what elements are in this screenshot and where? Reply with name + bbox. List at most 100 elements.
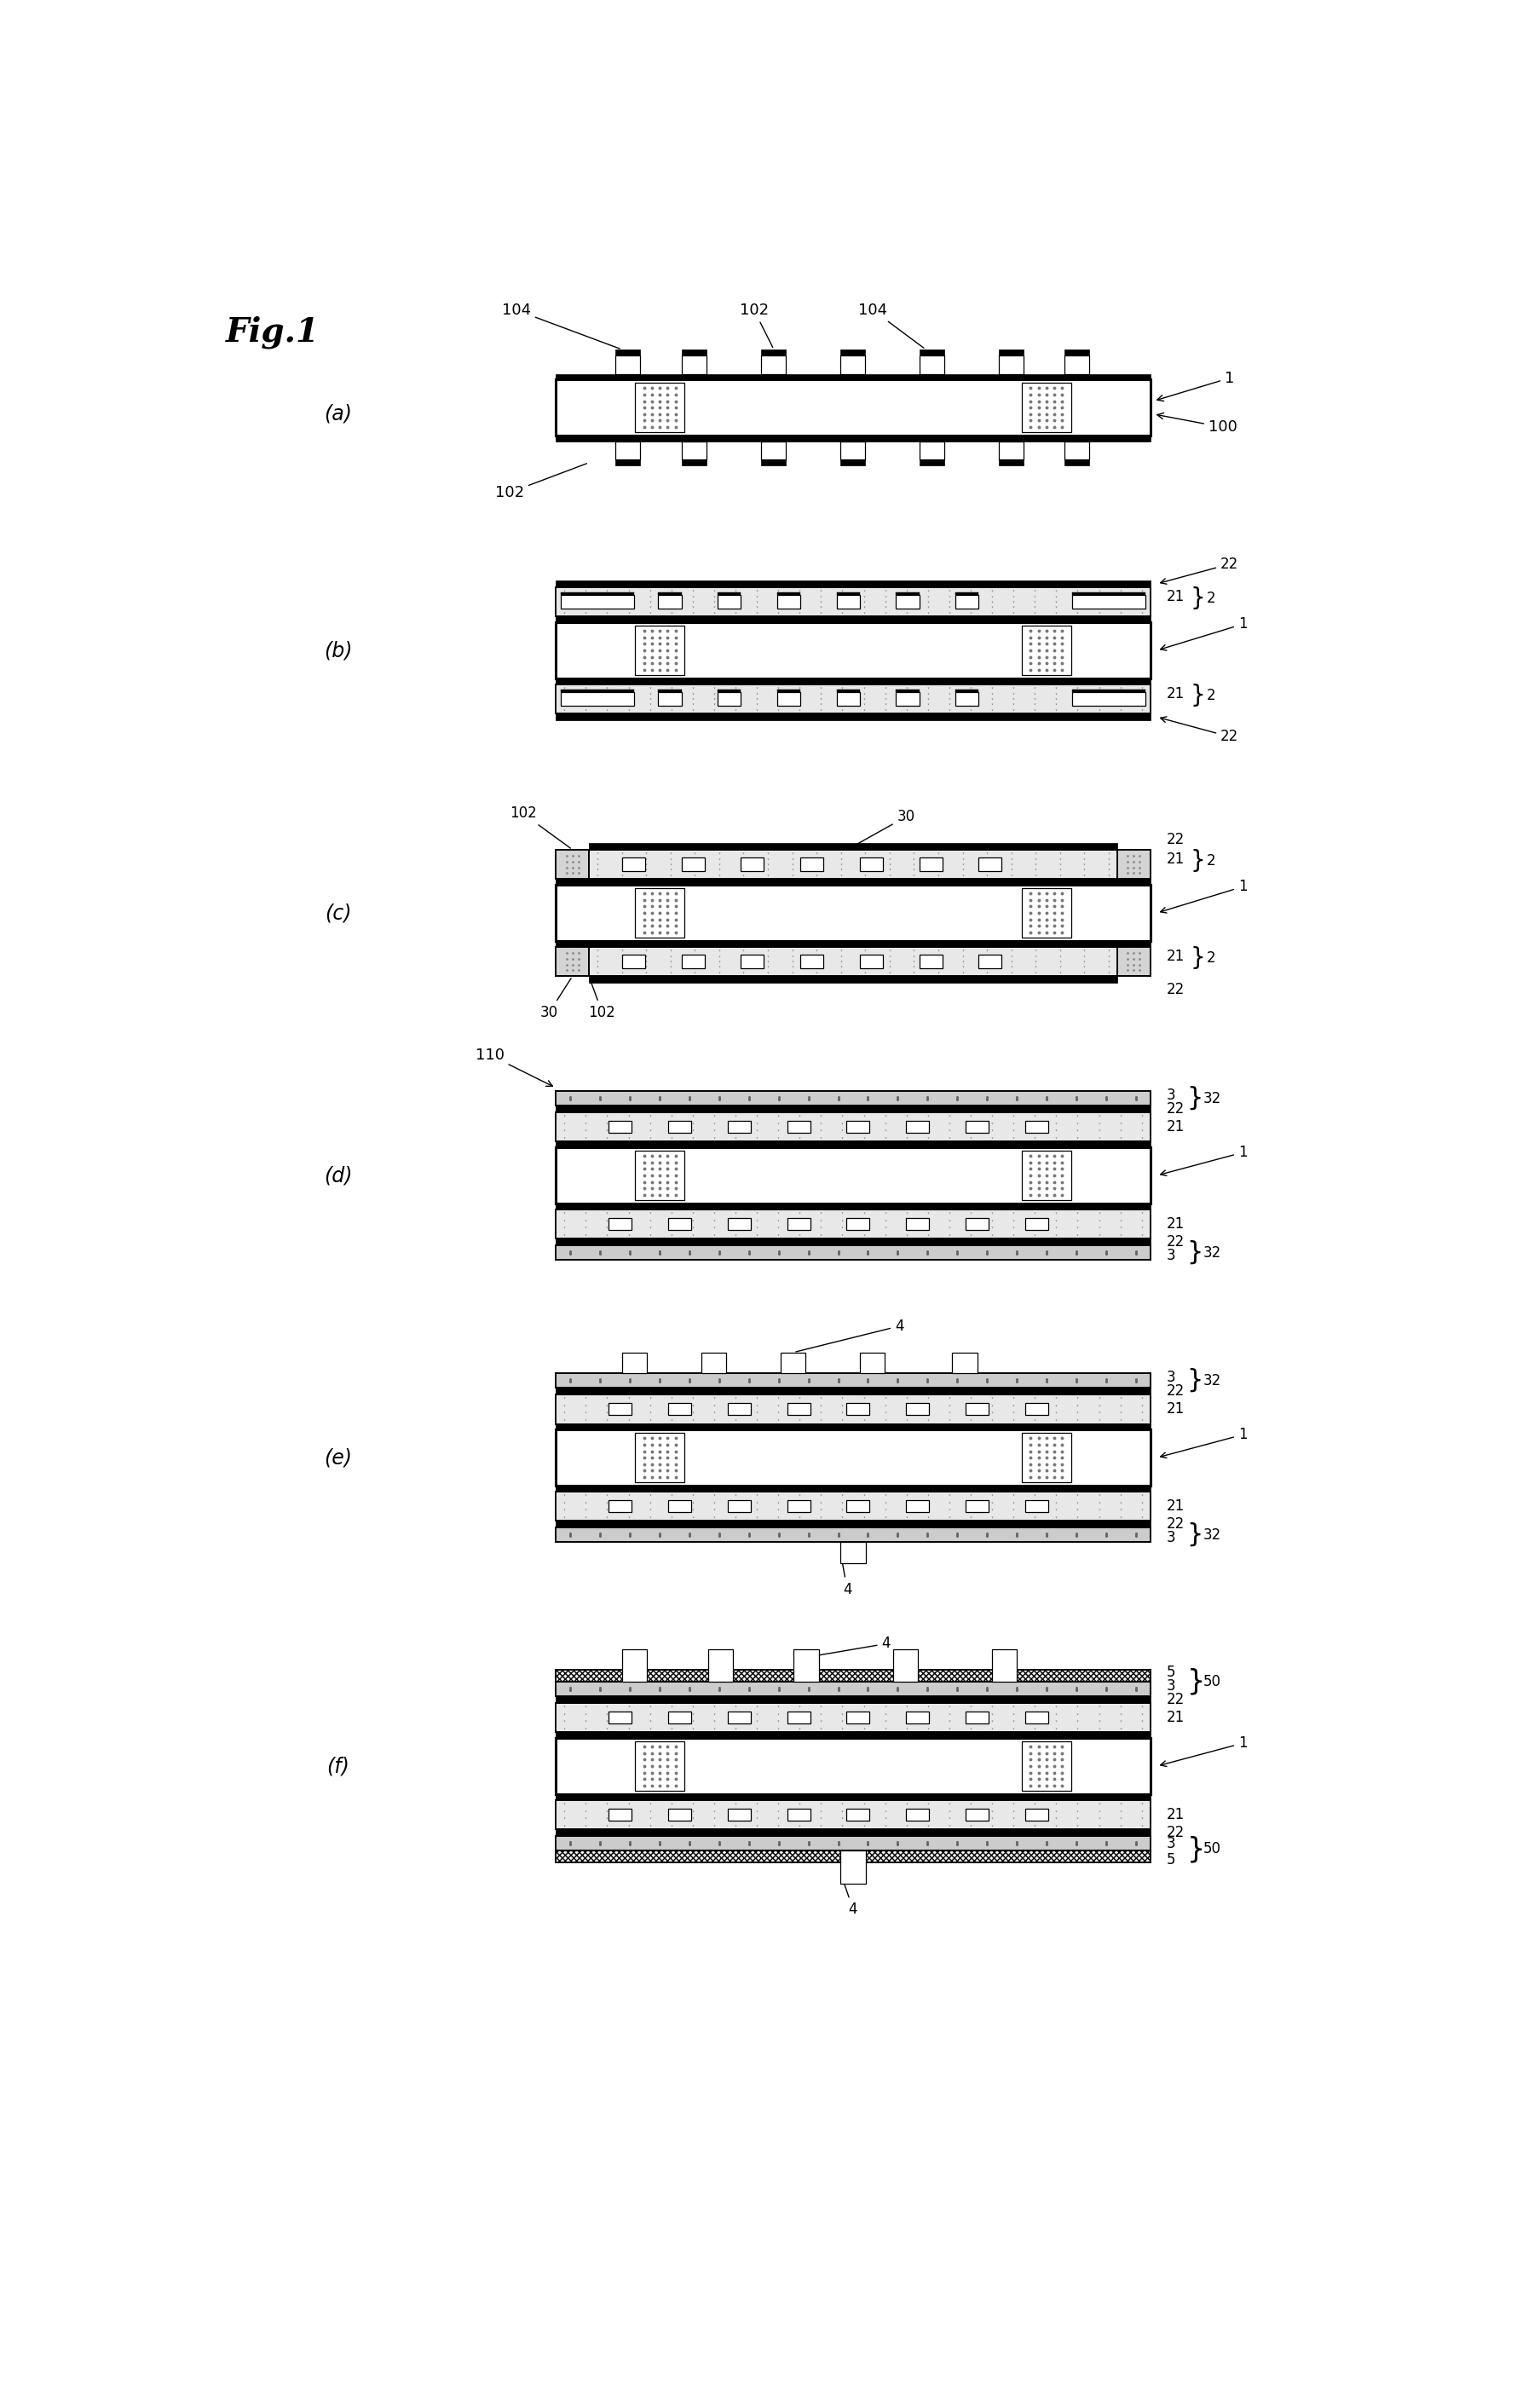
Text: 110: 110: [474, 1047, 553, 1085]
Text: 21: 21: [1166, 1709, 1184, 1726]
Bar: [1064, 459, 1089, 466]
Bar: [718, 691, 741, 693]
Bar: [556, 435, 1150, 442]
Bar: [906, 1809, 929, 1821]
Bar: [634, 889, 684, 937]
Bar: [658, 595, 681, 609]
Text: 22: 22: [1160, 557, 1238, 583]
Bar: [1021, 889, 1070, 937]
Bar: [556, 1683, 1150, 1697]
Bar: [727, 1809, 750, 1821]
Bar: [668, 1219, 691, 1231]
Bar: [839, 356, 864, 373]
Bar: [799, 858, 822, 870]
Bar: [776, 595, 799, 609]
Text: 3: 3: [1166, 1087, 1175, 1102]
Text: 1: 1: [1160, 617, 1246, 650]
Bar: [1064, 442, 1089, 459]
Bar: [556, 1836, 1150, 1850]
Bar: [668, 1809, 691, 1821]
Bar: [836, 691, 859, 693]
Bar: [998, 356, 1023, 373]
Text: 22: 22: [1166, 1692, 1184, 1706]
Bar: [727, 1403, 750, 1415]
Text: 22: 22: [1160, 717, 1238, 743]
Bar: [1064, 349, 1089, 356]
Text: }: }: [1189, 946, 1204, 970]
Bar: [634, 382, 684, 433]
Bar: [845, 1121, 869, 1133]
Bar: [668, 1121, 691, 1133]
Bar: [1072, 693, 1144, 705]
Bar: [966, 1501, 989, 1513]
Bar: [966, 1711, 989, 1723]
Bar: [919, 858, 942, 870]
Text: 50: 50: [1203, 1840, 1220, 1857]
Bar: [622, 956, 645, 968]
Text: 4: 4: [841, 1876, 858, 1917]
Text: }: }: [1189, 684, 1204, 707]
Bar: [658, 693, 681, 705]
Bar: [556, 1487, 1150, 1491]
Bar: [588, 975, 1116, 982]
Text: 21: 21: [1166, 949, 1184, 963]
Bar: [556, 1702, 1150, 1733]
Text: Fig.1: Fig.1: [225, 315, 319, 349]
Bar: [955, 595, 978, 609]
Text: 104: 104: [502, 304, 619, 349]
Bar: [634, 1434, 684, 1482]
Bar: [561, 691, 633, 693]
Bar: [1021, 626, 1070, 674]
Bar: [787, 1501, 810, 1513]
Bar: [622, 1353, 647, 1374]
Bar: [761, 442, 785, 459]
Bar: [952, 1353, 976, 1374]
Bar: [608, 1809, 631, 1821]
Text: 1: 1: [1160, 1145, 1246, 1176]
Bar: [681, 858, 704, 870]
Bar: [998, 459, 1023, 466]
Bar: [556, 380, 1150, 435]
Text: 104: 104: [858, 304, 924, 349]
Bar: [658, 691, 681, 693]
Bar: [727, 1121, 750, 1133]
Text: 32: 32: [1203, 1372, 1221, 1389]
Bar: [556, 1209, 1150, 1238]
Bar: [966, 1809, 989, 1821]
Bar: [556, 1111, 1150, 1142]
Bar: [658, 593, 681, 595]
Text: 1: 1: [1160, 1735, 1246, 1766]
Bar: [836, 595, 859, 609]
Bar: [707, 1649, 733, 1683]
Text: 21: 21: [1166, 588, 1184, 605]
Text: 2: 2: [1206, 688, 1215, 703]
Bar: [614, 349, 641, 356]
Bar: [776, 691, 799, 693]
Bar: [681, 442, 705, 459]
Bar: [906, 1501, 929, 1513]
Bar: [919, 349, 944, 356]
Bar: [556, 1828, 1150, 1836]
Bar: [787, 1403, 810, 1415]
Bar: [779, 1353, 805, 1374]
Bar: [998, 349, 1023, 356]
Bar: [787, 1809, 810, 1821]
Bar: [556, 1738, 1150, 1795]
Bar: [1072, 595, 1144, 609]
Bar: [1116, 848, 1150, 880]
Bar: [896, 691, 919, 693]
Bar: [1024, 1403, 1047, 1415]
Bar: [845, 1711, 869, 1723]
Text: 102: 102: [588, 978, 616, 1021]
Bar: [556, 1393, 1150, 1424]
Text: 102: 102: [494, 464, 587, 500]
Text: 21: 21: [1166, 1217, 1184, 1231]
Bar: [1021, 382, 1070, 433]
Bar: [727, 1501, 750, 1513]
Text: }: }: [1186, 1240, 1203, 1264]
Text: 4: 4: [796, 1319, 904, 1353]
Text: 22: 22: [1166, 1826, 1184, 1840]
Text: 2: 2: [1206, 951, 1215, 966]
Bar: [614, 442, 641, 459]
Bar: [681, 459, 705, 466]
